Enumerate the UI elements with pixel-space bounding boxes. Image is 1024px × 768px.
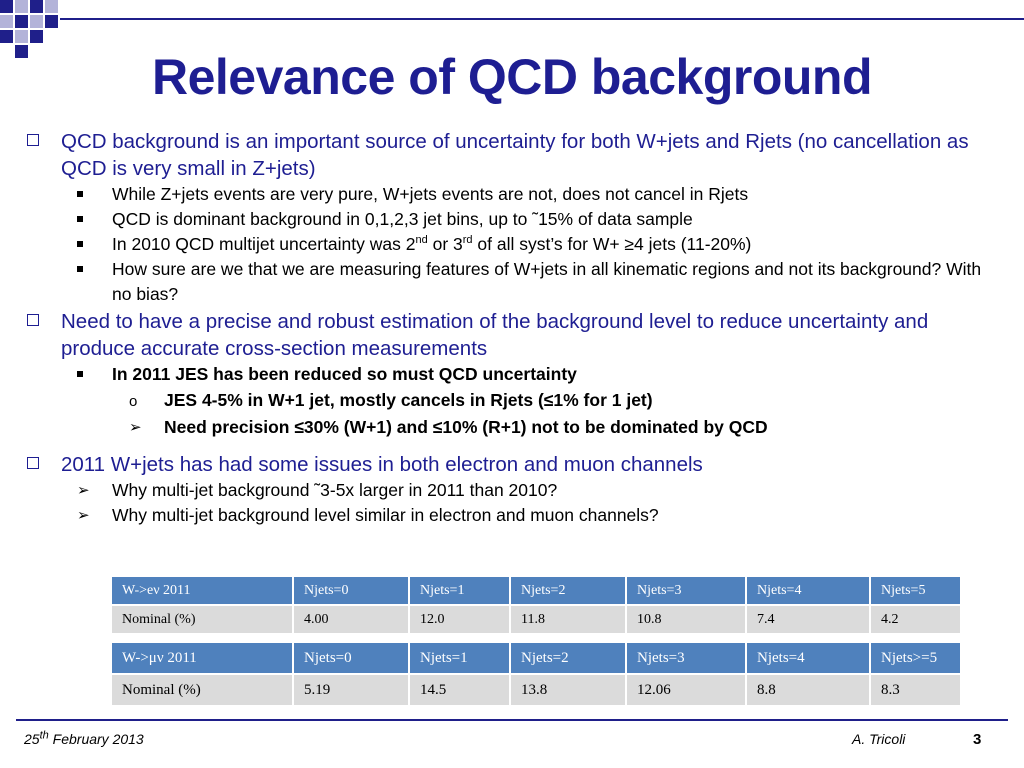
footer-date: 25th February 2013 bbox=[24, 729, 144, 747]
table-muon-channel: W->μν 2011 Njets=0 Njets=1 Njets=2 Njets… bbox=[110, 641, 962, 707]
sub-bullet: QCD is dominant background in 0,1,2,3 je… bbox=[25, 207, 1000, 232]
table-header-row: W->eν 2011 Njets=0 Njets=1 Njets=2 Njets… bbox=[110, 575, 962, 606]
bullet-precise-estimation: Need to have a precise and robust estima… bbox=[25, 308, 1000, 362]
bottom-divider bbox=[16, 719, 1008, 721]
slide-content: QCD background is an important source of… bbox=[25, 127, 1000, 528]
bullet-2011-issues: 2011 W+jets has had some issues in both … bbox=[25, 451, 1000, 478]
sub-bullet: In 2010 QCD multijet uncertainty was 2nd… bbox=[25, 232, 1000, 257]
table-row: Nominal (%) 4.00 12.0 11.8 10.8 7.4 4.2 bbox=[110, 604, 962, 635]
sub-sub-bullet: o JES 4-5% in W+1 jet, mostly cancels in… bbox=[25, 387, 1000, 414]
footer-author: A. Tricoli bbox=[852, 731, 906, 747]
top-divider bbox=[60, 18, 1024, 20]
bullet-qcd-uncertainty: QCD background is an important source of… bbox=[25, 128, 1000, 182]
square-bullet-icon bbox=[77, 371, 83, 377]
square-bullet-icon bbox=[77, 216, 83, 222]
sub-bullet: ➢ Why multi-jet background ˜3-5x larger … bbox=[25, 478, 1000, 503]
table-electron-channel: W->eν 2011 Njets=0 Njets=1 Njets=2 Njets… bbox=[110, 575, 962, 635]
square-bullet-icon bbox=[77, 191, 83, 197]
sub-bullet: How sure are we that we are measuring fe… bbox=[25, 257, 1000, 307]
slide-title: Relevance of QCD background bbox=[152, 49, 873, 105]
sub-bullet: In 2011 JES has been reduced so must QCD… bbox=[25, 362, 1000, 387]
checkbox-bullet-icon bbox=[27, 457, 39, 469]
arrow-bullet-icon: ➢ bbox=[129, 419, 142, 436]
circle-bullet-icon: o bbox=[129, 393, 138, 410]
arrow-bullet-icon: ➢ bbox=[77, 507, 90, 524]
arrow-bullet-icon: ➢ bbox=[77, 482, 90, 499]
page-number: 3 bbox=[973, 731, 982, 748]
sub-bullet: While Z+jets events are very pure, W+jet… bbox=[25, 182, 1000, 207]
table-row: Nominal (%) 5.19 14.5 13.8 12.06 8.8 8.3 bbox=[110, 673, 962, 707]
sub-bullet: ➢ Why multi-jet background level similar… bbox=[25, 503, 1000, 528]
checkbox-bullet-icon bbox=[27, 314, 39, 326]
sub-sub-bullet: ➢ Need precision ≤30% (W+1) and ≤10% (R+… bbox=[25, 414, 1000, 441]
checkbox-bullet-icon bbox=[27, 134, 39, 146]
table-header-row: W->μν 2011 Njets=0 Njets=1 Njets=2 Njets… bbox=[110, 641, 962, 675]
square-bullet-icon bbox=[77, 266, 83, 272]
square-bullet-icon bbox=[77, 241, 83, 247]
